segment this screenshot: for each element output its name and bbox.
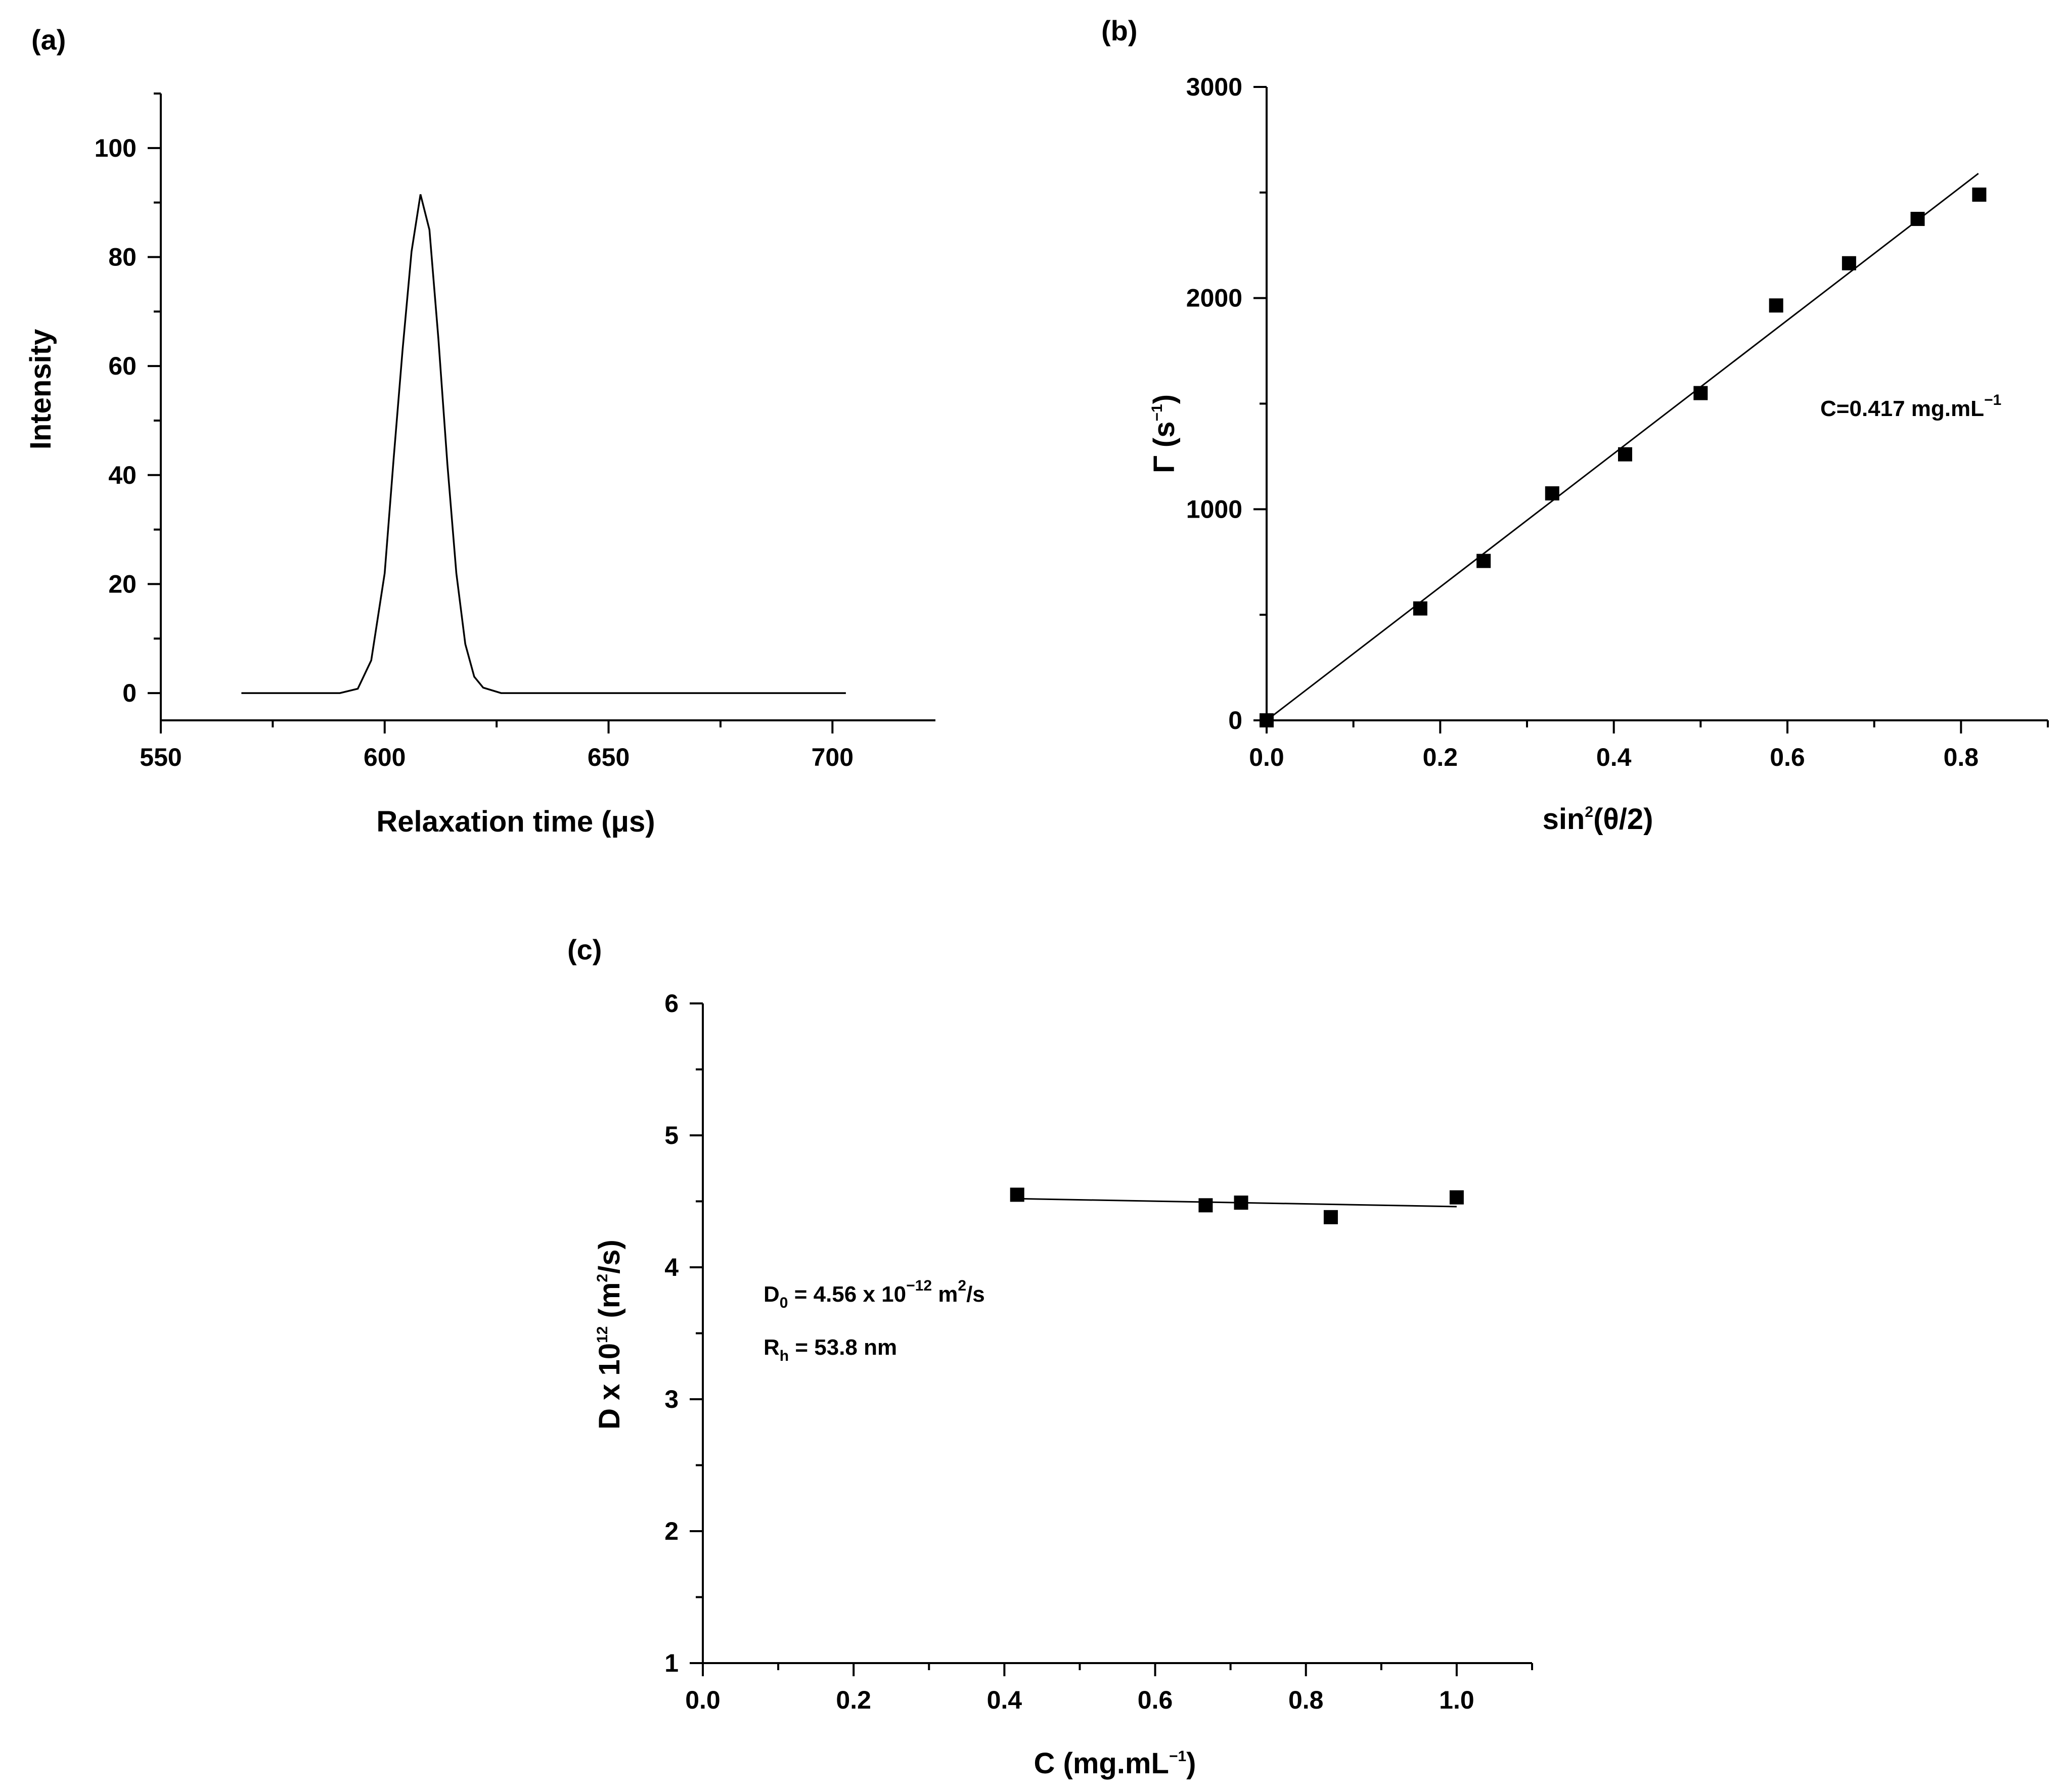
panel-c-x-tick-label: 1.0 [1439, 1686, 1474, 1714]
panel-b-y-axis-label: Γ (s−1) [1148, 394, 1181, 473]
panel-c-x-axis-label: C (mg.mL−1) [1034, 1747, 1196, 1780]
panel-c-x-tick-label: 0.8 [1288, 1686, 1324, 1714]
panel-a-y-tick-label: 40 [108, 461, 137, 489]
panel-b-x-tick-label: 0.0 [1249, 743, 1284, 771]
panel-a-y-tick-label: 60 [108, 352, 137, 380]
panel-a-y-tick-label: 0 [122, 679, 137, 707]
panel-c-y-tick-label: 6 [664, 989, 679, 1018]
panel-c-label: (c) [567, 934, 602, 966]
panel-b-data-point [1769, 298, 1783, 313]
panel-a-x-tick-label: 650 [588, 743, 630, 771]
panel-a-y-tick-label: 80 [108, 243, 137, 271]
panel-c-x-tick-label: 0.4 [987, 1686, 1022, 1714]
panel-a-x-tick-label: 550 [140, 743, 182, 771]
panel-c-data-point [1234, 1196, 1248, 1210]
panel-c-x-tick-label: 0.0 [685, 1686, 721, 1714]
panel-a-ticks: 550 600 650 700 0 20 40 60 80 100 [95, 93, 854, 771]
panel-b-data-point [1413, 601, 1427, 616]
panel-b-ticks: 0.0 0.2 0.4 0.6 0.8 0 1000 2000 3000 [1186, 73, 2049, 771]
panel-c-data-point [1449, 1190, 1464, 1205]
panel-b-data-point [1842, 256, 1856, 270]
panel-b-data-points [1260, 188, 1987, 727]
panel-b-data-point [1260, 713, 1274, 727]
panel-b-decay-rate-plot: (b) 0.0 0.2 0.4 0.6 0.8 0 1000 2000 3000 C=0.417… [1101, 15, 2049, 836]
panel-a-y-axis-label: Intensity [24, 329, 57, 450]
panel-c-x-tick-label: 0.6 [1138, 1686, 1173, 1714]
panel-c-y-tick-label: 2 [664, 1517, 679, 1545]
panel-b-x-axis-label: sin2(θ/2) [1543, 803, 1653, 836]
panel-b-y-tick-label: 0 [1228, 706, 1242, 734]
panel-c-rh-annotation: Rh = 53.8 nm [764, 1335, 897, 1364]
panel-a-x-axis-label: Relaxation time (μs) [376, 805, 655, 838]
panel-b-data-point [1910, 212, 1925, 226]
panel-a-intensity-curve [241, 194, 846, 694]
panel-b-y-tick-label: 3000 [1186, 73, 1242, 101]
panel-b-y-tick-label: 2000 [1186, 284, 1242, 312]
panel-a-x-tick-label: 700 [812, 743, 854, 771]
panel-c-data-point [1198, 1198, 1213, 1213]
panel-c-x-tick-label: 0.2 [836, 1686, 871, 1714]
panel-b-label: (b) [1101, 15, 1138, 47]
panel-c-y-tick-label: 5 [664, 1121, 679, 1150]
panel-c-d0-annotation: D0 = 4.56 x 10−12 m2/s [764, 1277, 985, 1311]
panel-a-y-tick-label: 20 [108, 570, 137, 598]
panel-a-intensity-distribution: (a) 550 600 650 700 0 20 40 60 80 100 Relaxation … [24, 24, 935, 838]
panel-c-y-axis-label: D x 1012 (m2/s) [593, 1239, 626, 1430]
panel-a-x-tick-label: 600 [364, 743, 406, 771]
panel-b-data-point [1972, 188, 1987, 202]
panel-c-diffusion-plot: (c) 0.0 0.2 0.4 0.6 0.8 1.0 1 2 3 4 5 6 D0 = 4.56 x… [567, 934, 1533, 1780]
panel-c-y-tick-label: 1 [664, 1649, 679, 1677]
panel-b-x-tick-label: 0.8 [1944, 743, 1979, 771]
panel-c-y-tick-label: 3 [664, 1385, 679, 1413]
panel-c-data-point [1010, 1187, 1024, 1202]
panel-c-data-point [1323, 1210, 1338, 1224]
panel-b-fit-line [1266, 173, 1979, 721]
panel-a-y-tick-label: 100 [95, 134, 137, 162]
panel-b-data-point [1476, 554, 1491, 568]
panel-a-label: (a) [31, 24, 66, 56]
panel-b-x-tick-label: 0.2 [1423, 743, 1458, 771]
panel-b-x-tick-label: 0.4 [1596, 743, 1632, 771]
panel-c-ticks: 0.0 0.2 0.4 0.6 0.8 1.0 1 2 3 4 5 6 [664, 989, 1533, 1714]
panel-b-data-point [1618, 447, 1632, 462]
panel-b-y-tick-label: 1000 [1186, 495, 1242, 523]
panel-c-data-points [1010, 1187, 1464, 1224]
panel-b-data-point [1693, 386, 1708, 400]
panel-b-concentration-annotation: C=0.417 mg.mL−1 [1820, 392, 2001, 421]
panel-b-data-point [1545, 486, 1559, 501]
panel-b-x-tick-label: 0.6 [1770, 743, 1805, 771]
panel-c-y-tick-label: 4 [664, 1253, 679, 1281]
